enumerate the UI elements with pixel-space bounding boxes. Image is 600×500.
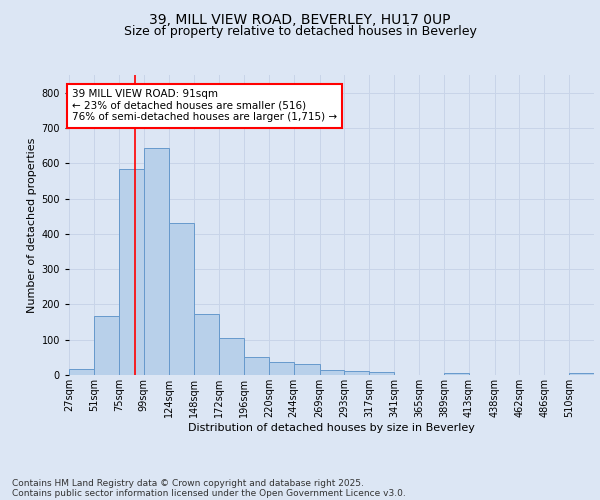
Bar: [244, 356, 269, 375]
Text: 39, MILL VIEW ROAD, BEVERLEY, HU17 0UP: 39, MILL VIEW ROAD, BEVERLEY, HU17 0UP: [149, 12, 451, 26]
Bar: [143, 148, 169, 375]
Bar: [119, 169, 143, 375]
Bar: [569, 373, 594, 375]
Bar: [94, 316, 119, 375]
Bar: [344, 371, 369, 375]
Y-axis label: Number of detached properties: Number of detached properties: [28, 138, 37, 312]
Text: Contains HM Land Registry data © Crown copyright and database right 2025.: Contains HM Land Registry data © Crown c…: [12, 478, 364, 488]
Bar: [294, 364, 320, 375]
Bar: [444, 372, 469, 375]
Bar: [269, 362, 294, 375]
Bar: [69, 368, 94, 375]
Bar: [320, 370, 344, 375]
Bar: [369, 372, 394, 375]
Bar: [219, 338, 244, 375]
Text: 39 MILL VIEW ROAD: 91sqm
← 23% of detached houses are smaller (516)
76% of semi-: 39 MILL VIEW ROAD: 91sqm ← 23% of detach…: [72, 89, 337, 122]
Text: Size of property relative to detached houses in Beverley: Size of property relative to detached ho…: [124, 25, 476, 38]
Text: Contains public sector information licensed under the Open Government Licence v3: Contains public sector information licen…: [12, 488, 406, 498]
X-axis label: Distribution of detached houses by size in Beverley: Distribution of detached houses by size …: [188, 422, 475, 432]
Bar: [169, 223, 194, 375]
Bar: [194, 314, 219, 375]
